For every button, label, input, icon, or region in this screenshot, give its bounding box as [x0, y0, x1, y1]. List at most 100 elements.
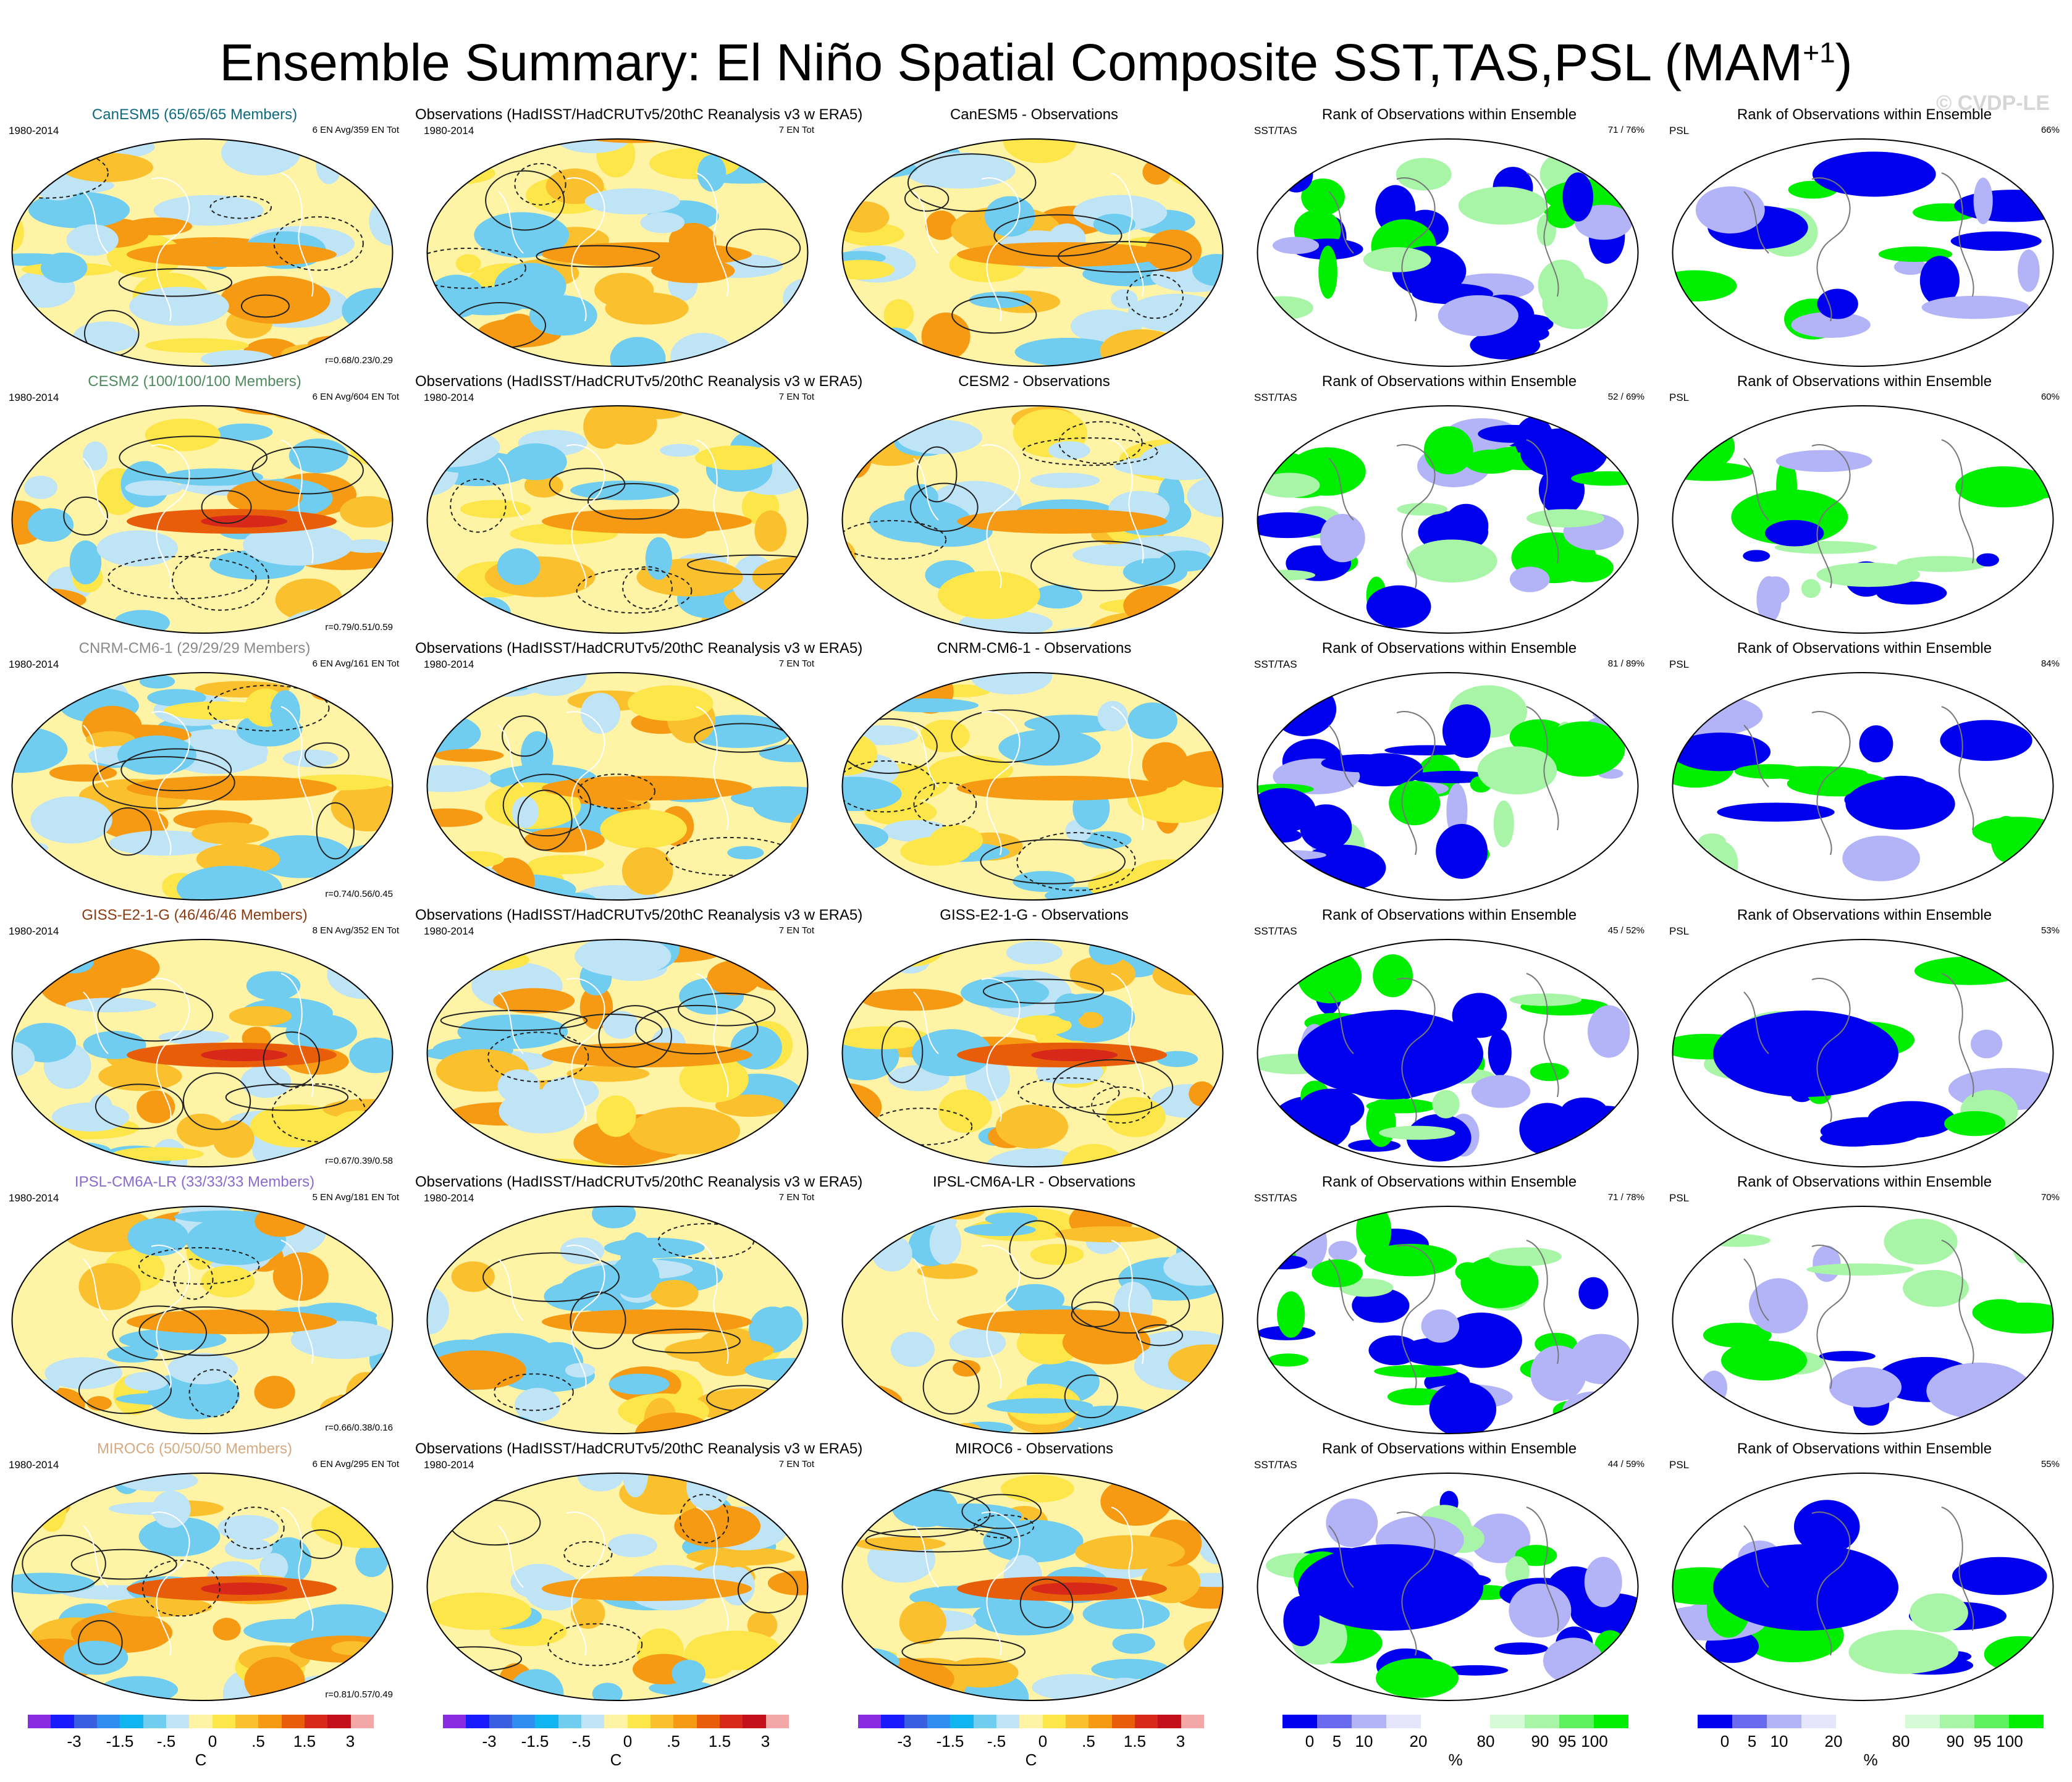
anomaly-blob [12, 337, 51, 356]
anomaly-blob [1055, 1226, 1164, 1243]
coastline [913, 706, 1144, 855]
colorbar-box [1940, 1715, 1974, 1728]
period-label: 1980-2014 [424, 1459, 474, 1471]
anomaly-blob [842, 776, 902, 812]
colorbar-box [466, 1715, 489, 1728]
anomaly-blob [468, 406, 508, 413]
colorbar-box [350, 1715, 374, 1728]
rank-blob [1812, 151, 1936, 197]
colorbar-box [581, 1715, 605, 1728]
difference-panel-title: CNRM-CM6-1 - Observations [830, 640, 1238, 657]
colorbar-tick-label: -.5 [156, 1732, 176, 1750]
difference-suffix: - Observations [1035, 1174, 1136, 1190]
rank-blob [1876, 581, 1947, 605]
anomaly-blob [12, 1664, 75, 1684]
colorbar-boxes [1282, 1715, 1628, 1728]
watermark: © CVDP-LE [1936, 91, 2050, 115]
psl-contour [201, 490, 252, 524]
anomaly-blob [627, 685, 714, 721]
difference-model-name: CNRM-CM6-1 [937, 640, 1031, 657]
anomaly-blob [246, 971, 301, 1001]
colorbar-box [1282, 1715, 1317, 1728]
colorbar-tick-label: 1.5 [293, 1732, 316, 1750]
colorbar-tick-label: .5 [251, 1732, 265, 1750]
anomaly-blob [929, 1221, 961, 1265]
anomaly-blob [1030, 1244, 1084, 1265]
enso-tongue [542, 776, 752, 801]
anomaly-blob [1003, 139, 1077, 164]
rank-psl-panel: Rank of Observations within Ensemble PSL 7… [1661, 1174, 2068, 1440]
anomaly-blob [842, 406, 926, 427]
period-label: 1980-2014 [424, 658, 474, 670]
colorbar-box [1421, 1715, 1455, 1728]
diff-map [841, 1473, 1224, 1701]
anomaly-blob [98, 1061, 182, 1091]
anomaly-blob [427, 139, 463, 181]
anomaly-blob [1192, 254, 1223, 287]
obs-count-label: 7 EN Tot [778, 1459, 814, 1469]
anomaly-blob [282, 749, 339, 767]
anomaly-blob [575, 939, 672, 977]
anomaly-blob [998, 729, 1101, 766]
colorbar-boxes [28, 1715, 374, 1728]
difference-panel: IPSL-CM6A-LR - Observations [830, 1174, 1238, 1440]
psl-contour [881, 1020, 924, 1083]
anomaly-blob [152, 1490, 191, 1528]
psl-contour [1071, 1277, 1190, 1334]
colorbar-tick-label: 3 [345, 1732, 355, 1750]
rank-psl-map [1672, 939, 2054, 1167]
anomaly-blob [213, 1120, 255, 1158]
rank-blob [1919, 256, 1960, 306]
anomaly-blob [621, 847, 673, 895]
colorbar-tick-label: 20 [1409, 1732, 1428, 1750]
anomaly-blob [1205, 710, 1223, 739]
difference-suffix: - Observations [1017, 106, 1119, 123]
psl-contour [112, 1305, 208, 1361]
anomaly-blob [497, 1069, 540, 1103]
pattern-correlation-label: r=0.81/0.57/0.49 [325, 1689, 393, 1700]
anomaly-blob [773, 1206, 804, 1226]
anomaly-blob [449, 851, 504, 867]
colorbar-box [1490, 1715, 1525, 1728]
anomaly-blob [790, 406, 808, 454]
anomaly-blob [969, 292, 1032, 308]
colorbar-box [1317, 1715, 1352, 1728]
anomaly-blob [929, 755, 1013, 785]
psl-contour [1022, 437, 1158, 466]
rank-blob [1952, 1557, 2047, 1595]
colorbar-box [696, 1715, 720, 1728]
anomaly-blob [30, 796, 112, 844]
anomaly-blob [43, 333, 77, 352]
enso-core [201, 1049, 287, 1061]
anomaly-blob [1139, 1673, 1218, 1700]
rank-blob [1571, 471, 1638, 486]
psl-contour [209, 195, 272, 219]
rank-blob [1488, 1029, 1512, 1077]
difference-model-name: GISS-E2-1-G [940, 907, 1028, 923]
rank-sst-panel: Rank of Observations within Ensemble SST/… [1245, 373, 1653, 640]
rank-blob [1469, 1513, 1531, 1563]
model-panel-title: CanESM5 (65/65/65 Members) [91, 106, 298, 123]
anomaly-blob [1140, 357, 1204, 366]
psl-contour [904, 185, 950, 212]
anomaly-blob [904, 484, 938, 510]
anomaly-blob [581, 692, 621, 734]
rank-blob [1695, 186, 1765, 234]
anomaly-blob [925, 210, 958, 240]
psl-contour [119, 435, 267, 479]
anomaly-blob [544, 1281, 612, 1311]
anomaly-blob [1172, 1413, 1223, 1430]
psl-contour [1058, 241, 1192, 273]
pattern-correlation-label: r=0.68/0.23/0.29 [325, 355, 393, 366]
rank-blob [2011, 1213, 2035, 1264]
anomaly-blob [177, 749, 267, 769]
enso-tongue [127, 242, 337, 267]
colorbar-tick-label: .5 [667, 1732, 680, 1750]
rank-panel-title: Rank of Observations within Ensemble [1321, 907, 1577, 923]
rank-sst-panel: Rank of Observations within Ensemble SST/… [1245, 640, 1653, 907]
coastline [498, 1507, 729, 1656]
title-superscript: +1 [1803, 36, 1835, 69]
colorbar-tick-label: .5 [1082, 1732, 1095, 1750]
anomaly-blob [124, 217, 193, 235]
model-map [11, 1473, 394, 1701]
